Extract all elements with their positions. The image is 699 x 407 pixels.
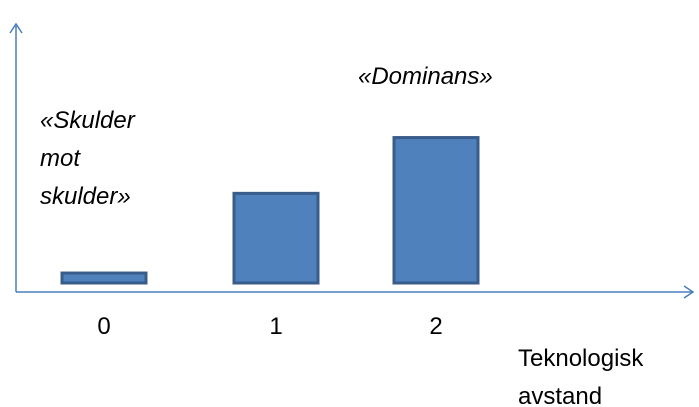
x-axis-title-line-1: avstand	[518, 383, 602, 407]
annotation-0-line-0: «Skulder	[40, 107, 136, 134]
x-tick-labels: 0 1 2	[97, 313, 442, 340]
bars	[60, 136, 480, 285]
bar-0	[60, 271, 148, 285]
bar-1	[232, 191, 320, 285]
x-axis-arrow	[683, 285, 695, 299]
x-axis-title: Teknologisk avstand	[518, 345, 644, 407]
x-tick-label-0: 0	[97, 313, 110, 340]
annotation-2: «Dominans»	[358, 63, 493, 90]
axes	[9, 22, 695, 299]
annotation-0-line-1: mot	[40, 145, 81, 172]
annotation-0-line-2: skulder»	[40, 183, 131, 210]
annotation-0: «Skulder mot skulder»	[40, 107, 136, 210]
x-tick-label-2: 2	[429, 313, 442, 340]
annotations: «Skulder mot skulder» «Dominans»	[40, 63, 493, 210]
bar-2	[392, 136, 480, 285]
x-tick-label-1: 1	[269, 313, 282, 340]
x-axis-title-line-0: Teknologisk	[518, 345, 644, 372]
annotation-2-line-0: «Dominans»	[358, 63, 493, 90]
y-axis-arrow	[9, 22, 23, 34]
